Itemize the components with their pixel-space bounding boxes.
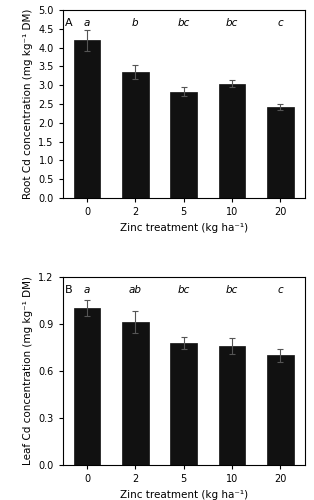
Text: bc: bc	[226, 18, 238, 28]
Bar	[122, 72, 149, 198]
Bar	[267, 356, 294, 465]
Text: c: c	[278, 18, 283, 28]
Text: b: b	[132, 18, 139, 28]
Text: a: a	[84, 284, 90, 294]
Bar	[219, 346, 245, 465]
X-axis label: Zinc treatment (kg ha⁻¹): Zinc treatment (kg ha⁻¹)	[120, 222, 248, 232]
Bar	[267, 107, 294, 198]
Y-axis label: Leaf Cd concentration (mg kg⁻¹ DM): Leaf Cd concentration (mg kg⁻¹ DM)	[23, 276, 33, 466]
Bar	[74, 40, 100, 198]
Bar	[74, 308, 100, 465]
Text: a: a	[84, 18, 90, 28]
Text: bc: bc	[226, 284, 238, 294]
Bar	[171, 92, 197, 198]
Text: bc: bc	[177, 284, 190, 294]
Text: A: A	[65, 18, 73, 28]
Text: B: B	[65, 284, 73, 294]
Text: ab: ab	[129, 284, 142, 294]
Bar	[219, 84, 245, 198]
Bar	[122, 322, 149, 465]
X-axis label: Zinc treatment (kg ha⁻¹): Zinc treatment (kg ha⁻¹)	[120, 490, 248, 500]
Text: c: c	[278, 284, 283, 294]
Y-axis label: Root Cd concentration (mg kg⁻¹ DM): Root Cd concentration (mg kg⁻¹ DM)	[23, 9, 33, 199]
Bar	[171, 343, 197, 465]
Text: bc: bc	[177, 18, 190, 28]
